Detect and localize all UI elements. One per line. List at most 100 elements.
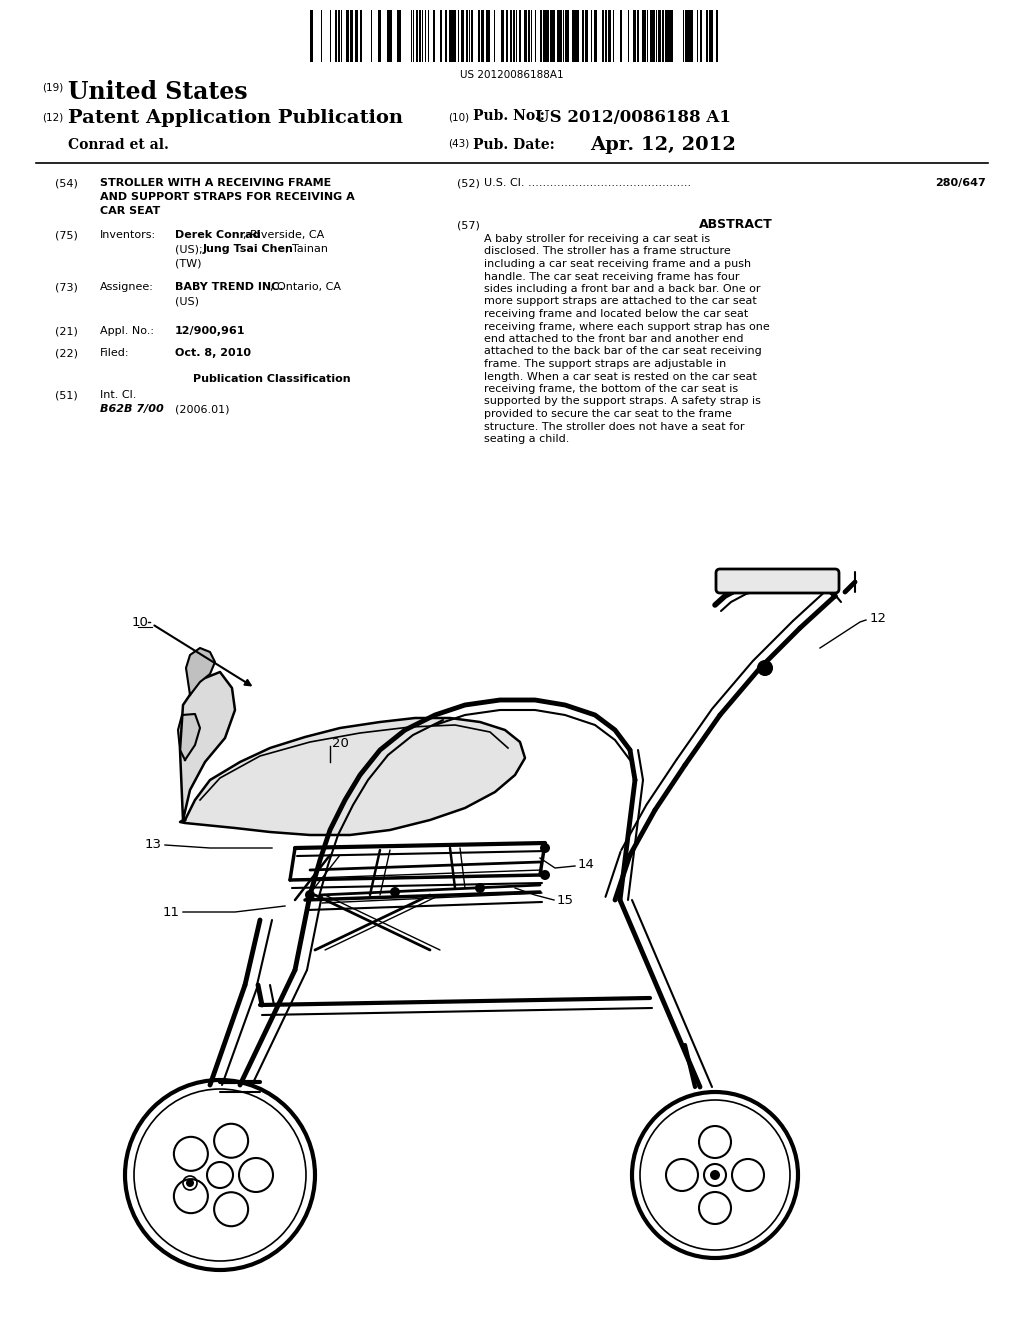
- Bar: [608, 11, 610, 62]
- Text: receiving frame, the bottom of the car seat is: receiving frame, the bottom of the car s…: [484, 384, 738, 393]
- Text: AND SUPPORT STRAPS FOR RECEIVING A: AND SUPPORT STRAPS FOR RECEIVING A: [100, 191, 354, 202]
- Circle shape: [186, 1179, 194, 1187]
- Text: Inventors:: Inventors:: [100, 230, 156, 240]
- Bar: [543, 11, 545, 62]
- Circle shape: [540, 843, 550, 853]
- Text: (54): (54): [55, 178, 78, 187]
- Text: (10): (10): [449, 112, 469, 121]
- Text: Conrad et al.: Conrad et al.: [68, 139, 169, 152]
- Bar: [416, 11, 418, 62]
- Text: (57): (57): [457, 220, 480, 230]
- Text: (75): (75): [55, 230, 78, 240]
- Text: (43): (43): [449, 139, 469, 148]
- Bar: [575, 11, 577, 62]
- Bar: [462, 11, 464, 62]
- Text: U.S. Cl. .............................................: U.S. Cl. ...............................…: [484, 178, 691, 187]
- Text: (US): (US): [175, 296, 199, 306]
- Bar: [510, 11, 512, 62]
- Text: (US);: (US);: [175, 244, 206, 253]
- Bar: [540, 11, 542, 62]
- Text: structure. The stroller does not have a seat for: structure. The stroller does not have a …: [484, 421, 744, 432]
- Bar: [513, 11, 515, 62]
- Text: A baby stroller for receiving a car seat is: A baby stroller for receiving a car seat…: [484, 234, 710, 244]
- Text: (2006.01): (2006.01): [175, 404, 229, 414]
- Text: (12): (12): [42, 112, 63, 121]
- Circle shape: [758, 661, 772, 675]
- Text: 13: 13: [145, 838, 162, 851]
- Bar: [658, 11, 662, 62]
- Circle shape: [390, 887, 400, 898]
- Text: Oct. 8, 2010: Oct. 8, 2010: [175, 348, 251, 358]
- Bar: [528, 11, 530, 62]
- Text: length. When a car seat is rested on the car seat: length. When a car seat is rested on the…: [484, 371, 757, 381]
- Bar: [445, 11, 447, 62]
- Bar: [379, 11, 381, 62]
- Text: 10: 10: [131, 615, 148, 628]
- Bar: [390, 11, 392, 62]
- Text: receiving frame and located below the car seat: receiving frame and located below the ca…: [484, 309, 749, 319]
- Bar: [577, 11, 579, 62]
- Bar: [709, 11, 711, 62]
- Text: Publication Classification: Publication Classification: [194, 374, 351, 384]
- Bar: [519, 11, 521, 62]
- Text: B62B 7/00: B62B 7/00: [100, 404, 164, 414]
- Text: frame. The support straps are adjustable in: frame. The support straps are adjustable…: [484, 359, 726, 370]
- Bar: [397, 11, 399, 62]
- Bar: [669, 11, 671, 62]
- Bar: [466, 11, 468, 62]
- Bar: [594, 11, 597, 62]
- Text: CAR SEAT: CAR SEAT: [100, 206, 160, 216]
- Bar: [387, 11, 389, 62]
- Circle shape: [475, 883, 485, 894]
- Text: STROLLER WITH A RECEIVING FRAME: STROLLER WITH A RECEIVING FRAME: [100, 178, 331, 187]
- Text: 280/647: 280/647: [935, 178, 986, 187]
- Text: ABSTRACT: ABSTRACT: [699, 218, 773, 231]
- Text: (21): (21): [55, 326, 78, 337]
- Bar: [553, 11, 555, 62]
- Bar: [650, 11, 652, 62]
- Text: Apr. 12, 2012: Apr. 12, 2012: [590, 136, 736, 154]
- Text: including a car seat receiving frame and a push: including a car seat receiving frame and…: [484, 259, 752, 269]
- Bar: [350, 11, 352, 62]
- Text: 12: 12: [870, 611, 887, 624]
- Text: (TW): (TW): [175, 257, 202, 268]
- Text: BABY TREND INC.: BABY TREND INC.: [175, 282, 284, 292]
- Bar: [706, 11, 708, 62]
- Polygon shape: [186, 648, 215, 696]
- Text: Jung Tsai Chen: Jung Tsai Chen: [203, 244, 294, 253]
- Text: Appl. No.:: Appl. No.:: [100, 326, 154, 337]
- Bar: [665, 11, 667, 62]
- Polygon shape: [180, 672, 234, 820]
- Bar: [560, 11, 562, 62]
- Bar: [700, 11, 702, 62]
- Text: 20: 20: [332, 737, 349, 750]
- Bar: [399, 11, 401, 62]
- Bar: [419, 11, 421, 62]
- Text: US 2012/0086188 A1: US 2012/0086188 A1: [535, 110, 731, 125]
- Text: Patent Application Publication: Patent Application Publication: [68, 110, 403, 127]
- Text: supported by the support straps. A safety strap is: supported by the support straps. A safet…: [484, 396, 761, 407]
- Bar: [449, 11, 452, 62]
- Text: 11: 11: [163, 906, 180, 919]
- Bar: [602, 11, 604, 62]
- Bar: [690, 11, 693, 62]
- Text: attached to the back bar of the car seat receiving: attached to the back bar of the car seat…: [484, 346, 762, 356]
- Bar: [440, 11, 442, 62]
- Bar: [355, 11, 357, 62]
- Bar: [585, 11, 587, 62]
- Text: (51): (51): [55, 389, 78, 400]
- Text: (22): (22): [55, 348, 78, 358]
- Bar: [310, 11, 312, 62]
- Text: seating a child.: seating a child.: [484, 434, 569, 444]
- Bar: [558, 11, 560, 62]
- Text: receiving frame, where each support strap has one: receiving frame, where each support stra…: [484, 322, 770, 331]
- Bar: [711, 11, 713, 62]
- Bar: [667, 11, 669, 62]
- Bar: [471, 11, 473, 62]
- Bar: [335, 11, 337, 62]
- Bar: [453, 11, 456, 62]
- Bar: [551, 11, 553, 62]
- Bar: [582, 11, 584, 62]
- Bar: [643, 11, 645, 62]
- Text: more support straps are attached to the car seat: more support straps are attached to the …: [484, 297, 757, 306]
